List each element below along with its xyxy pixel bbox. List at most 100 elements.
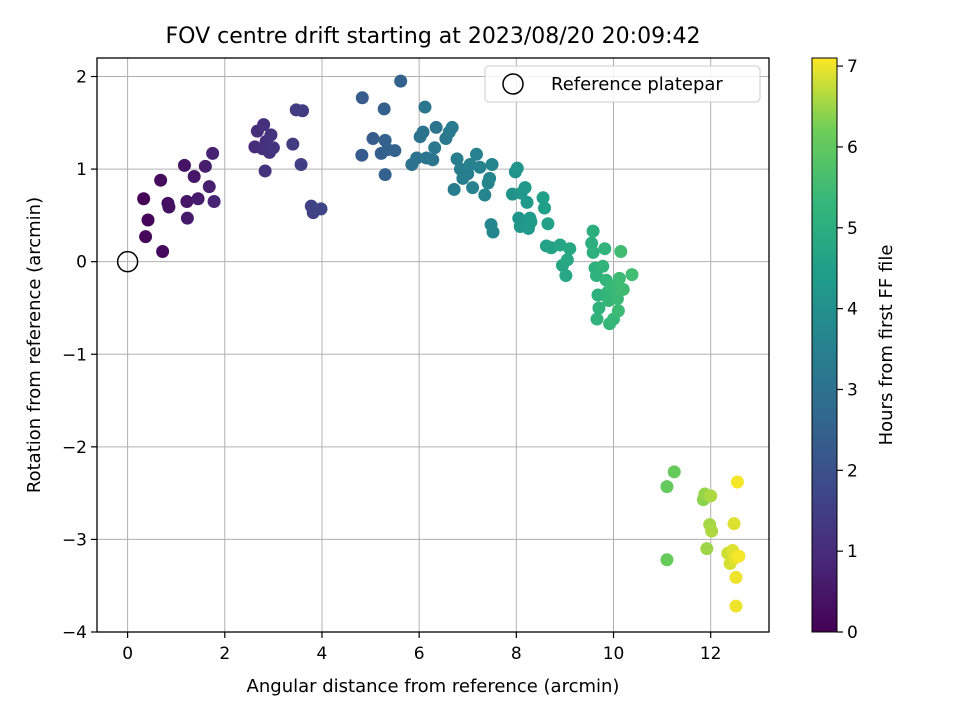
data-point <box>139 230 153 244</box>
y-tick-label: −3 <box>62 530 87 550</box>
data-point <box>394 74 408 88</box>
data-point <box>729 599 743 613</box>
data-point <box>286 137 300 151</box>
colorbar-tick-label: 2 <box>847 461 858 481</box>
colorbar-tick-label: 1 <box>847 542 858 562</box>
data-point <box>447 182 461 196</box>
colorbar-tick-label: 5 <box>847 219 858 239</box>
data-point <box>256 142 270 156</box>
data-point <box>191 192 205 206</box>
colorbar-ticks: 0 1 2 3 4 5 6 7 <box>837 57 858 643</box>
data-point <box>478 188 492 202</box>
x-tick-label: 0 <box>122 644 133 664</box>
colorbar: 0 1 2 3 4 5 6 7 Hours from first FF file <box>811 57 897 643</box>
legend-reference-marker <box>502 73 524 95</box>
data-point <box>428 141 442 155</box>
data-point <box>154 173 168 187</box>
data-point <box>469 147 483 161</box>
data-point <box>612 271 626 285</box>
x-tick-label: 6 <box>414 644 425 664</box>
data-point <box>207 195 221 208</box>
x-tick-label: 12 <box>700 644 722 664</box>
data-point <box>180 195 194 208</box>
data-point <box>486 225 500 239</box>
data-point <box>730 475 744 489</box>
data-point <box>355 148 369 162</box>
data-point <box>705 524 719 538</box>
y-tick-label: −4 <box>62 623 87 643</box>
data-point <box>524 215 538 229</box>
data-point <box>294 157 308 171</box>
data-point <box>536 191 550 205</box>
reference-platepar-marker <box>116 250 139 273</box>
data-point <box>598 242 612 256</box>
data-point <box>563 242 577 256</box>
data-point <box>625 268 639 282</box>
data-point <box>614 244 628 258</box>
data-point <box>378 168 392 182</box>
y-axis-label: Rotation from reference (arcmin) <box>24 197 45 493</box>
data-point <box>377 102 391 116</box>
data-point <box>426 153 440 167</box>
y-tick-label: 0 <box>76 253 87 273</box>
data-point <box>483 171 497 185</box>
data-point <box>266 141 280 155</box>
y-tick-label: 1 <box>76 160 87 180</box>
colorbar-tick-label: 6 <box>847 138 858 158</box>
data-point <box>596 259 610 273</box>
data-point <box>410 151 424 165</box>
data-point <box>466 181 480 195</box>
data-point <box>590 269 604 283</box>
colorbar-tick-label: 3 <box>847 380 858 400</box>
scatter-points <box>116 74 746 613</box>
data-point <box>586 224 600 238</box>
data-point <box>616 282 630 296</box>
data-point <box>520 195 534 209</box>
data-point <box>206 146 220 160</box>
colorbar-gradient <box>811 57 838 633</box>
data-point <box>660 480 674 494</box>
colorbar-tick-label: 0 <box>847 623 858 643</box>
legend: Reference platepar <box>484 65 761 103</box>
y-tick-label: −1 <box>62 345 87 365</box>
x-axis-ticks: 0 2 4 6 8 10 12 <box>122 632 722 664</box>
chart-title: FOV centre drift starting at 2023/08/20 … <box>166 24 701 49</box>
data-point <box>592 301 606 315</box>
data-point <box>560 253 574 267</box>
colorbar-tick-label: 4 <box>847 300 858 320</box>
data-point <box>700 542 714 556</box>
x-tick-label: 8 <box>511 644 522 664</box>
plot-frame <box>96 57 770 633</box>
y-axis-ticks: 2 1 0 −1 −2 −3 −4 <box>62 68 97 643</box>
data-point <box>445 120 459 134</box>
data-point <box>418 100 432 114</box>
data-point <box>727 517 741 531</box>
data-point <box>141 213 155 227</box>
data-point <box>198 159 212 173</box>
x-tick-label: 4 <box>317 644 328 664</box>
data-point <box>510 161 524 175</box>
data-point <box>180 211 194 225</box>
data-point <box>538 201 552 215</box>
data-point <box>366 132 380 146</box>
data-point <box>257 118 271 132</box>
data-point <box>202 180 216 194</box>
data-point <box>177 158 191 172</box>
data-point <box>610 292 624 306</box>
data-point <box>541 217 555 231</box>
data-point <box>258 164 272 178</box>
legend-label: Reference platepar <box>551 74 723 95</box>
data-point <box>590 312 604 326</box>
data-point <box>156 244 170 258</box>
x-axis-label: Angular distance from reference (arcmin) <box>247 676 620 697</box>
data-point <box>137 192 151 206</box>
data-point <box>416 125 430 139</box>
data-point <box>187 170 201 184</box>
data-point <box>559 269 573 283</box>
data-point <box>586 245 600 259</box>
colorbar-label: Hours from first FF file <box>876 245 897 446</box>
legend-box <box>484 65 761 103</box>
data-point <box>704 489 718 503</box>
colorbar-tick-label: 7 <box>847 57 858 77</box>
